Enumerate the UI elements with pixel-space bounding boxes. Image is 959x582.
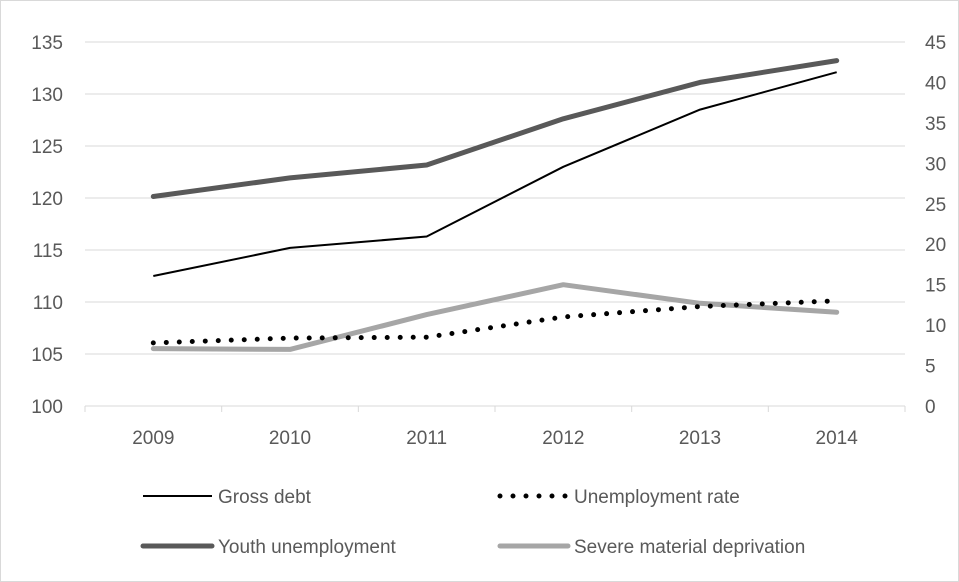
series-lines [150, 58, 840, 352]
right-axis-tick-label: 45 [925, 33, 946, 54]
left-axis-tick-label: 135 [31, 33, 63, 54]
left-axis-tick-label: 100 [31, 397, 63, 418]
left-axis-tick-label: 115 [33, 241, 63, 262]
left-axis-tick-label: 125 [31, 137, 63, 158]
left-axis-ticks: 100 105 110 115 120 125 130 135 [31, 33, 63, 418]
legend-item-gross-debt: Gross debt [143, 487, 312, 508]
legend-item-unemployment-rate: Unemployment rate [497, 487, 740, 508]
axes [84, 405, 906, 412]
data-point-unemployment-rate [289, 337, 291, 339]
left-axis-tick-label: 110 [33, 293, 63, 314]
right-axis-tick-label: 10 [925, 316, 946, 337]
x-axis-tick-label: 2012 [542, 428, 584, 449]
legend-label: Severe material deprivation [574, 537, 805, 558]
legend-label: Gross debt [218, 487, 312, 508]
right-axis-tick-label: 20 [925, 235, 946, 256]
x-axis-tick-label: 2011 [406, 428, 447, 449]
series-line-unemployment-rate [150, 298, 840, 346]
right-axis-tick-label: 40 [925, 73, 946, 94]
right-axis-tick-label: 5 [925, 357, 936, 378]
left-axis-tick-label: 130 [31, 85, 63, 106]
legend-item-severe-material-deprivation: Severe material deprivation [497, 537, 805, 558]
right-axis-ticks: 0 5 10 15 20 25 30 35 40 45 [925, 33, 946, 418]
right-axis-tick-label: 25 [925, 195, 946, 216]
series-line-gross-debt [153, 71, 837, 277]
left-axis-tick-label: 120 [31, 189, 63, 210]
x-axis-tick-label: 2013 [679, 428, 721, 449]
right-axis-tick-label: 0 [925, 397, 936, 418]
x-axis-tick-label: 2009 [132, 428, 174, 449]
right-axis-tick-label: 35 [925, 114, 946, 135]
right-axis-tick-label: 15 [925, 276, 946, 297]
legend-item-youth-unemployment: Youth unemployment [140, 537, 397, 558]
series-line-youth-unemployment [150, 58, 840, 199]
left-axis-tick-label: 105 [31, 345, 63, 366]
gridlines [85, 41, 905, 355]
data-point-unemployment-rate [562, 316, 564, 318]
x-axis-ticks: 2009 2010 2011 2012 2013 2014 [132, 428, 858, 449]
legend-label: Youth unemployment [218, 537, 397, 558]
legend: Gross debt Unemployment rate Youth unemplo… [140, 487, 805, 558]
x-axis-tick-label: 2010 [269, 428, 311, 449]
x-axis-tick-label: 2014 [816, 428, 859, 449]
right-axis-tick-label: 30 [925, 154, 946, 175]
legend-label: Unemployment rate [574, 487, 740, 508]
